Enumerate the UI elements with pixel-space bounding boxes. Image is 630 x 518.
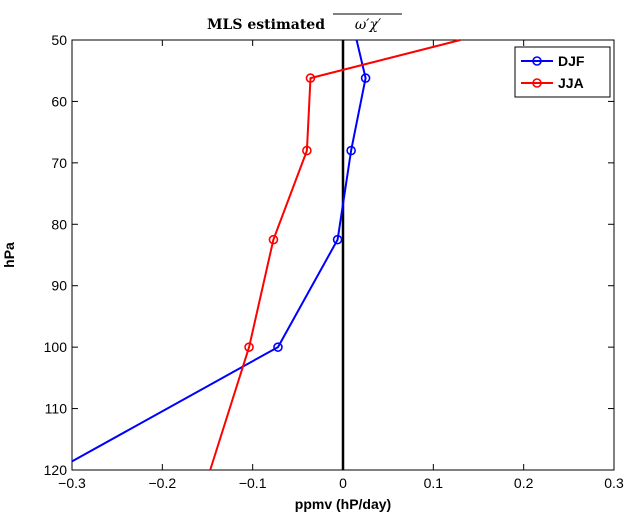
y-axis-label: hPa <box>1 242 17 268</box>
data-point-djf <box>346 145 356 156</box>
legend-marker-djf <box>532 56 542 66</box>
data-point-djf <box>273 342 283 352</box>
legend-label-djf: DJF <box>558 53 585 69</box>
y-tick-label: 70 <box>51 155 67 171</box>
data-point-jja <box>302 145 312 156</box>
x-tick-label: −0.1 <box>239 475 267 491</box>
data-point-jja <box>244 342 254 352</box>
y-tick-label: 50 <box>51 32 67 48</box>
data-point-jja <box>268 234 279 245</box>
x-tick-label: 0.3 <box>604 475 624 491</box>
y-tick-label: 100 <box>44 339 68 355</box>
x-tick-label: 0.2 <box>514 475 534 491</box>
data-point-djf <box>332 234 343 245</box>
x-tick-label: −0.2 <box>149 475 177 491</box>
y-tick-label: 110 <box>45 401 68 417</box>
y-tick-label: 120 <box>44 462 68 478</box>
data-point-jja <box>305 73 316 83</box>
legend-box <box>514 46 611 98</box>
axis-ticks: −0.3 −0.2 −0.1 0 0.1 0.2 0.3 50 60 70 80 90 100 110 12… <box>44 32 624 491</box>
x-tick-label: 0.1 <box>424 475 444 491</box>
y-tick-label: 60 <box>51 93 67 109</box>
legend-marker-jja <box>532 78 542 88</box>
x-tick-label: 0 <box>339 475 347 491</box>
series-group <box>71 39 461 471</box>
chart-title-math: ω′χ′ <box>355 17 382 33</box>
data-point-djf <box>360 73 371 83</box>
legend: DJF JJA <box>514 46 611 98</box>
legend-label-jja: JJA <box>558 75 584 91</box>
y-tick-label: 90 <box>51 278 67 294</box>
series-line-jja <box>209 39 461 471</box>
chart-title-text: MLS estimated <box>207 17 325 33</box>
x-tick-label: −0.3 <box>58 475 86 491</box>
chart-title: MLS estimated ω′χ′ <box>207 13 402 33</box>
y-tick-label: 80 <box>51 216 67 232</box>
x-axis-label: ppmv (hP/day) <box>295 496 391 512</box>
